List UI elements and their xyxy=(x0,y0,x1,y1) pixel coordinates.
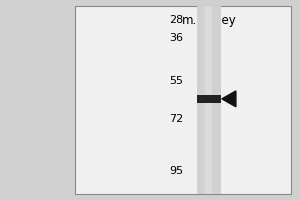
Text: 28: 28 xyxy=(169,15,183,25)
Bar xyxy=(75,6,291,194)
Text: 72: 72 xyxy=(169,114,183,124)
Bar xyxy=(206,6,212,194)
Bar xyxy=(197,6,221,194)
Polygon shape xyxy=(222,91,236,107)
Text: m.kidney: m.kidney xyxy=(182,14,236,27)
Text: 95: 95 xyxy=(169,166,183,176)
Bar xyxy=(197,95,221,103)
Text: 36: 36 xyxy=(169,33,183,43)
Text: 55: 55 xyxy=(169,76,183,86)
